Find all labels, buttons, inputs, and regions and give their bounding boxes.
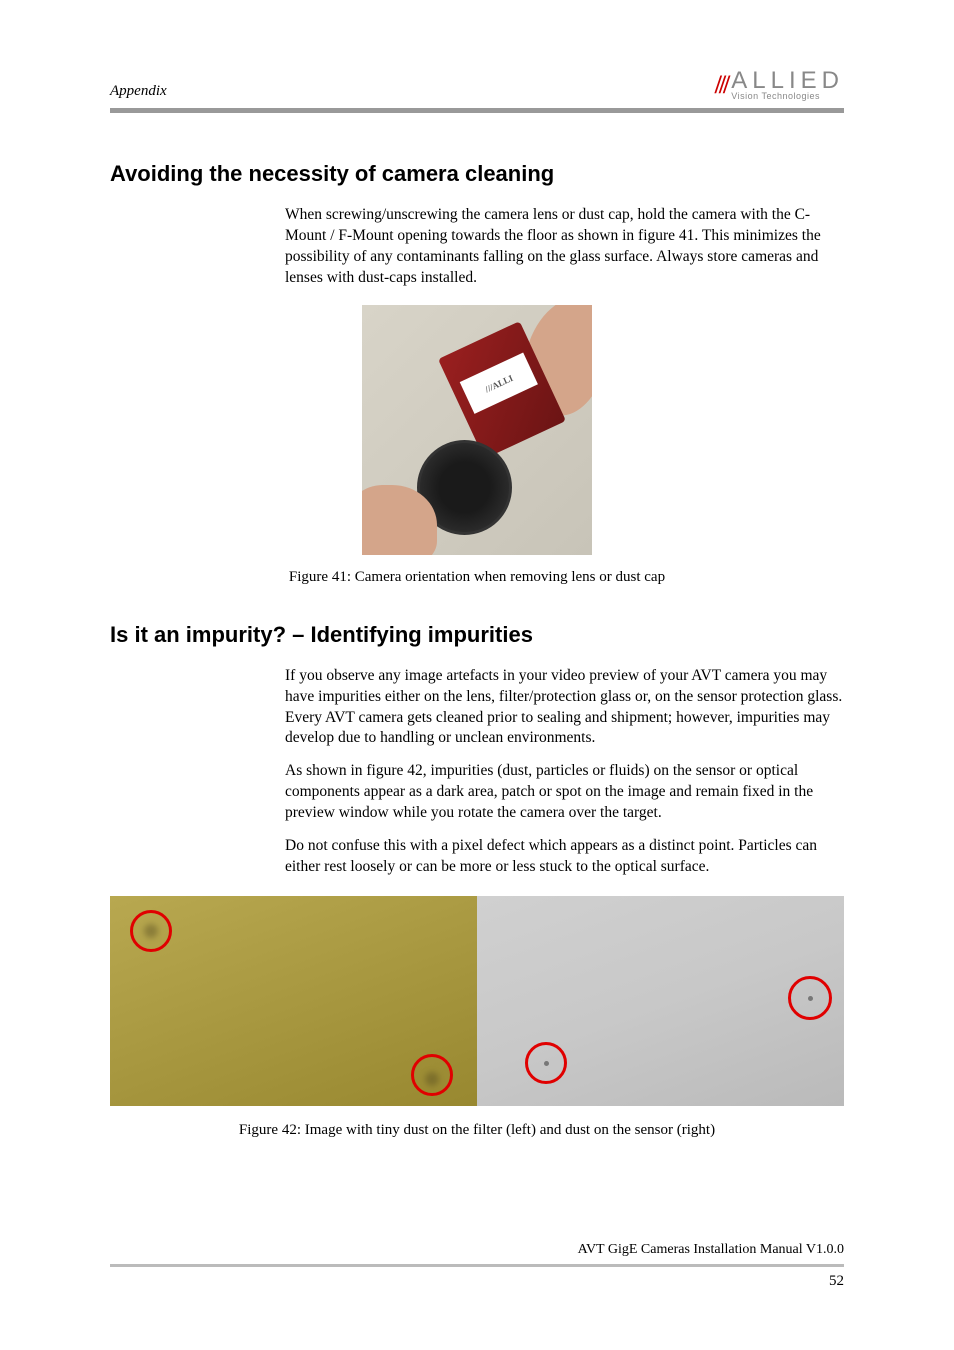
logo-brand: ALLIED <box>731 70 844 92</box>
footer-doc-title: AVT GigE Cameras Installation Manual V1.… <box>110 1242 844 1258</box>
body-paragraph: When screwing/unscrewing the camera lens… <box>285 205 844 289</box>
figure-41-caption: Figure 41: Camera orientation when remov… <box>110 569 844 586</box>
body-paragraph: As shown in figure 42, impurities (dust,… <box>285 761 844 824</box>
body-paragraph: Do not confuse this with a pixel defect … <box>285 836 844 878</box>
footer-rule <box>110 1264 844 1267</box>
section-heading-2: Is it an impurity? – Identifying impurit… <box>110 622 844 648</box>
dust-spot <box>144 924 158 938</box>
dust-spot <box>425 1072 439 1086</box>
header-rule <box>110 108 844 113</box>
page-number: 52 <box>110 1273 844 1290</box>
figure-42-right-panel <box>477 896 844 1106</box>
figure-41-image: ///ALLI <box>362 305 592 555</box>
figure-42-left-panel <box>110 896 477 1106</box>
camera-label: ///ALLI <box>460 352 538 413</box>
body-paragraph: If you observe any image artefacts in yo… <box>285 666 844 750</box>
dust-spot <box>544 1061 549 1066</box>
figure-42-image <box>110 896 844 1106</box>
dust-spot <box>808 996 813 1001</box>
page-footer: AVT GigE Cameras Installation Manual V1.… <box>110 1242 844 1290</box>
logo-slashes-icon: /// <box>715 70 728 100</box>
section-label: Appendix <box>110 83 167 100</box>
document-page: Appendix /// ALLIED Vision Technologies … <box>0 0 954 1350</box>
logo-text: ALLIED Vision Technologies <box>731 70 844 100</box>
figure-42-caption: Figure 42: Image with tiny dust on the f… <box>110 1122 844 1139</box>
section-heading-1: Avoiding the necessity of camera cleanin… <box>110 161 844 187</box>
brand-logo: /// ALLIED Vision Technologies <box>715 70 844 100</box>
logo-tagline: Vision Technologies <box>731 92 844 100</box>
page-header: Appendix /// ALLIED Vision Technologies <box>110 70 844 108</box>
